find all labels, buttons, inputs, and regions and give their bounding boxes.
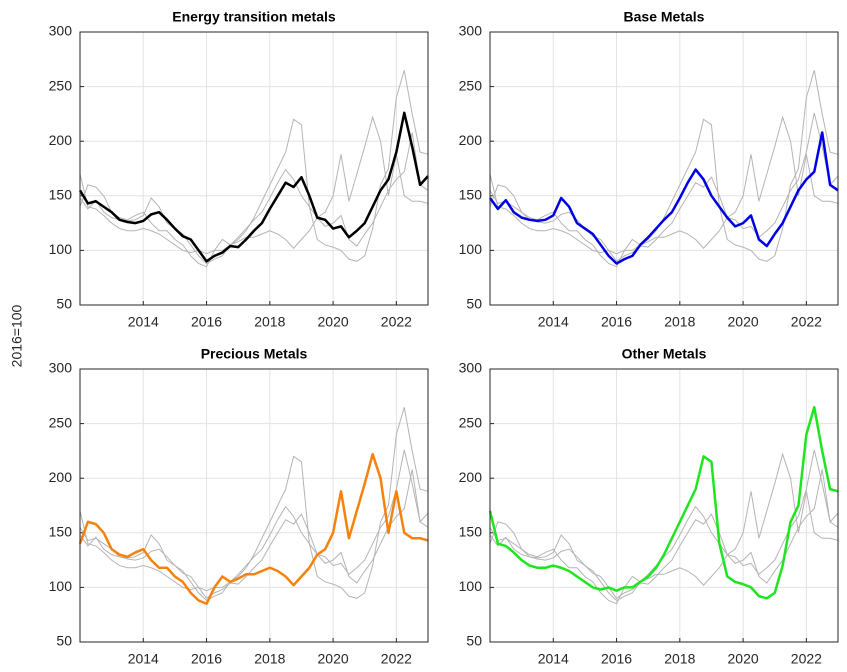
y-tick-label: 50 <box>466 296 482 312</box>
x-tick-label: 2020 <box>728 651 759 667</box>
chart-title: Precious Metals <box>201 346 308 362</box>
y-tick-label: 200 <box>49 469 73 485</box>
panel: 50 100 150 200 250 300 2014 2016 2018 2020 2022 Pre… <box>49 346 429 667</box>
plot-frame <box>79 31 429 306</box>
reference-line <box>79 469 429 602</box>
x-tick-label: 2018 <box>254 651 285 667</box>
x-tick-label: 2018 <box>664 651 695 667</box>
y-tick-label: 200 <box>49 132 73 148</box>
y-tick-label: 150 <box>459 524 483 540</box>
y-tick-label: 250 <box>49 414 73 430</box>
panel: 50 100 150 200 250 300 2014 2016 2018 2020 2022 Oth… <box>459 346 839 667</box>
x-tick-label: 2016 <box>601 314 632 330</box>
y-tick-label: 50 <box>56 633 72 649</box>
x-tick-label: 2018 <box>254 314 285 330</box>
y-tick-label: 100 <box>459 578 483 594</box>
panel: 50 100 150 200 250 300 2014 2016 2018 2020 2022 Ene… <box>49 9 429 330</box>
y-tick-label: 50 <box>56 296 72 312</box>
x-tick-label: 2014 <box>538 314 569 330</box>
y-tick-label: 300 <box>49 23 73 39</box>
reference-line <box>489 70 839 262</box>
y-tick-label: 150 <box>49 187 73 203</box>
x-tick-label: 2022 <box>381 314 412 330</box>
x-tick-label: 2020 <box>318 651 349 667</box>
series-line <box>78 111 429 263</box>
reference-line <box>79 407 429 599</box>
x-tick-label: 2022 <box>791 651 822 667</box>
series-line <box>78 452 429 606</box>
plot-area <box>490 32 838 305</box>
reference-line <box>79 132 429 265</box>
reference-line <box>489 452 839 605</box>
reference-line <box>489 112 839 263</box>
y-tick-label: 300 <box>459 360 483 376</box>
plot-area <box>80 32 428 305</box>
y-tick-label: 300 <box>459 23 483 39</box>
x-tick-label: 2014 <box>128 651 159 667</box>
y-tick-label: 150 <box>459 187 483 203</box>
y-tick-label: 100 <box>49 241 73 257</box>
x-tick-label: 2020 <box>318 314 349 330</box>
plot-frame <box>489 368 839 643</box>
y-tick-label: 150 <box>49 524 73 540</box>
reference-line <box>79 115 429 268</box>
y-tick-label: 250 <box>459 414 483 430</box>
chart-title: Energy transition metals <box>172 9 336 25</box>
reference-line <box>489 449 839 600</box>
x-tick-label: 2022 <box>791 314 822 330</box>
series-line <box>488 405 839 600</box>
y-tick-label: 200 <box>459 469 483 485</box>
x-tick-label: 2018 <box>664 314 695 330</box>
y-tick-label: 250 <box>49 77 73 93</box>
reference-line <box>79 70 429 262</box>
series-line <box>488 131 839 265</box>
x-tick-label: 2016 <box>601 651 632 667</box>
x-tick-label: 2016 <box>191 651 222 667</box>
plot-area <box>80 369 428 642</box>
y-tick-label: 100 <box>49 578 73 594</box>
x-tick-label: 2020 <box>728 314 759 330</box>
chart-title: Base Metals <box>624 9 705 25</box>
y-tick-label: 200 <box>459 132 483 148</box>
chart-title: Other Metals <box>622 346 707 362</box>
x-tick-label: 2022 <box>381 651 412 667</box>
x-tick-label: 2014 <box>538 651 569 667</box>
x-tick-label: 2014 <box>128 314 159 330</box>
y-tick-label: 300 <box>49 360 73 376</box>
panel: 50 100 150 200 250 300 2014 2016 2018 2020 2022 Bas… <box>459 9 839 330</box>
reference-line <box>79 449 429 600</box>
y-tick-label: 250 <box>459 77 483 93</box>
plot-area <box>490 369 838 642</box>
plot-frame <box>489 31 839 306</box>
y-tick-label: 50 <box>466 633 482 649</box>
y-axis-label: 2016=100 <box>9 304 25 367</box>
x-tick-label: 2016 <box>191 314 222 330</box>
reference-line <box>489 115 839 268</box>
plot-frame <box>79 368 429 643</box>
y-tick-label: 100 <box>459 241 483 257</box>
